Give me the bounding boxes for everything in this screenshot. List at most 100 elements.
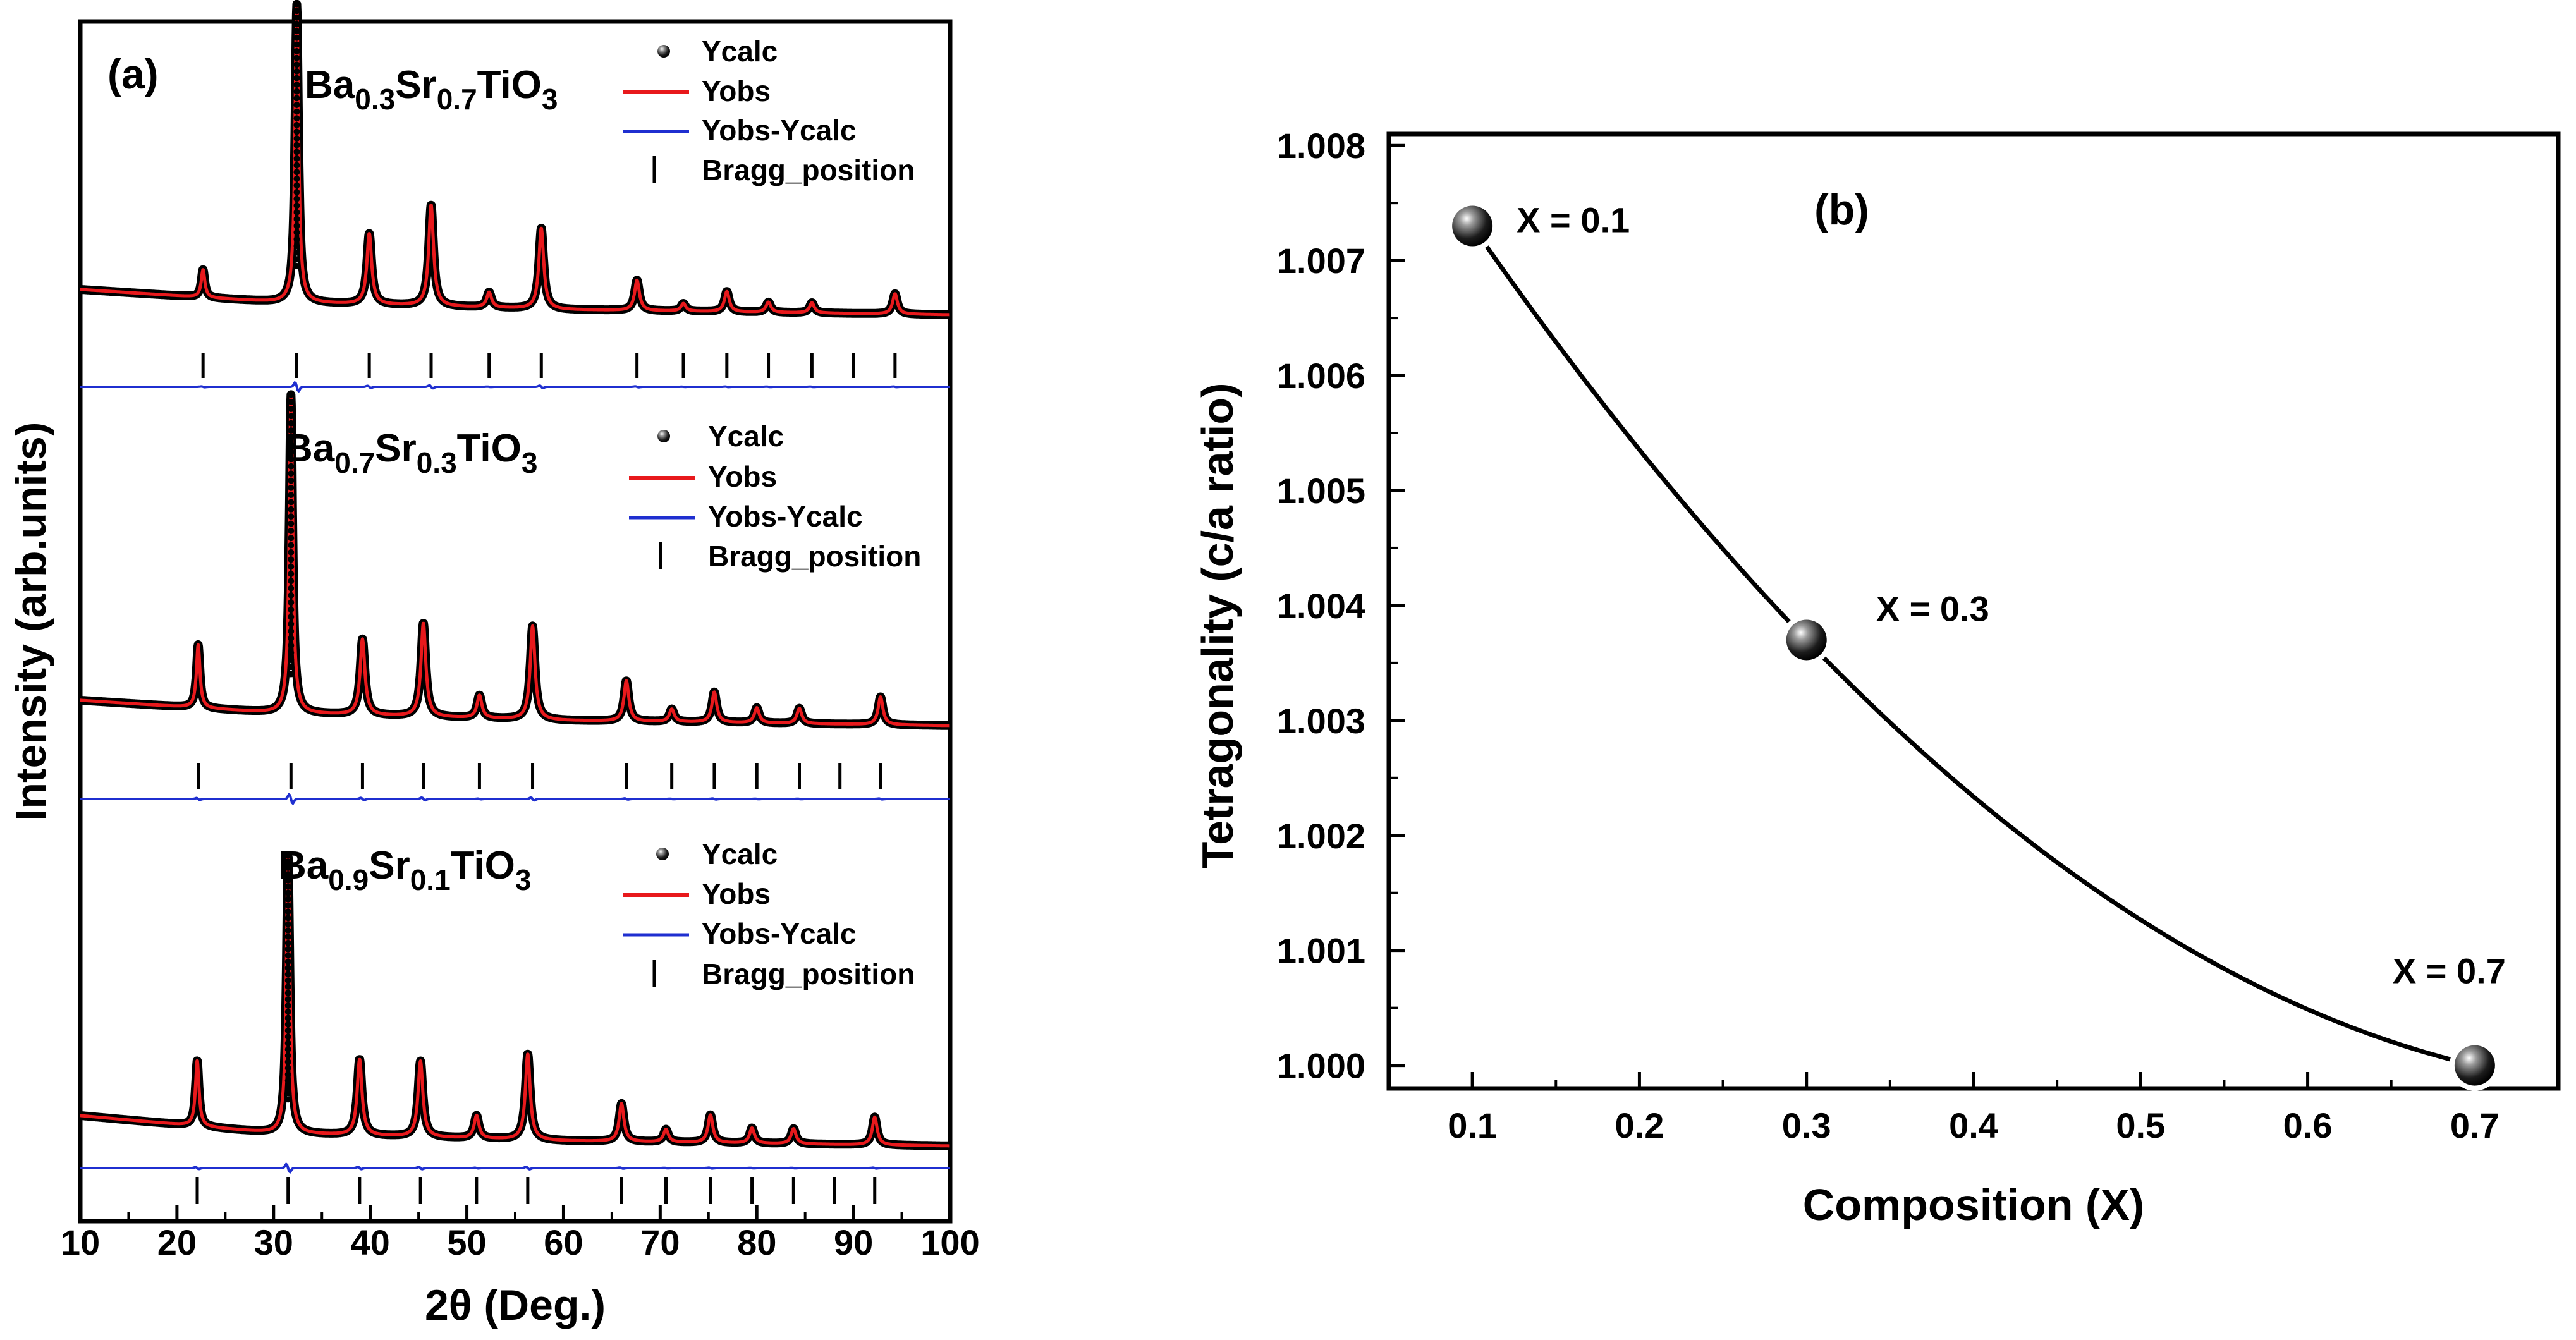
pattern-formula: Ba0.7Sr0.3TiO3 (284, 427, 537, 479)
ycalc-point (293, 75, 300, 82)
legend-diff-label: Yobs-Ycalc (702, 917, 857, 950)
ycalc-point (293, 249, 300, 256)
panel-b-y-tick-label: 1.007 (1277, 241, 1365, 281)
ycalc-point (293, 47, 300, 54)
xrd-pattern-x=0.7: Ba0.3Sr0.7TiO3 Ycalc Yobs Yobs-Ycalc Bragg_p… (76, 0, 954, 393)
formula-element: Sr (395, 63, 436, 107)
ycalc-point (288, 492, 295, 499)
ycalc-point (284, 858, 291, 865)
ycalc-point (293, 149, 300, 155)
panel-a-xrd-patterns: (a) 10 20 30 40 50 60 70 80 90 100 Ba0.3Sr0.7TiO3… (7, 0, 980, 1329)
ycalc-point (293, 115, 300, 122)
ycalc-point (288, 406, 295, 413)
formula-subscript: 0.7 (334, 446, 375, 479)
ycalc-point (288, 664, 295, 671)
ycalc-point (284, 908, 291, 915)
legend-yobs-label: Yobs (708, 460, 777, 493)
ycalc-point (284, 1077, 291, 1084)
ycalc-point (284, 915, 291, 922)
ycalc-point (284, 877, 291, 884)
panel-a-x-tick-label: 70 (640, 1222, 680, 1262)
ycalc-point (293, 108, 300, 115)
ycalc-point (284, 971, 291, 978)
ycalc-point (288, 656, 295, 663)
ycalc-point (293, 189, 300, 196)
formula-element: TiO (457, 427, 522, 470)
ycalc-point (284, 1021, 291, 1028)
ycalc-point (288, 463, 295, 470)
ycalc-point (284, 1008, 291, 1015)
ycalc-point (284, 1071, 291, 1078)
ycalc-point (288, 585, 295, 592)
panel-a-x-tick-label: 90 (834, 1222, 873, 1262)
panel-a-x-tick-label: 100 (920, 1222, 979, 1262)
ycalc-point (293, 1, 300, 8)
ycalc-point (284, 889, 291, 896)
legend-bragg-label: Bragg_position (702, 958, 915, 990)
legend-ycalc-label: Ycalc (708, 420, 784, 453)
ycalc-point (293, 155, 300, 162)
ycalc-point (293, 28, 300, 35)
panel-b-x-tick-label: 0.2 (1615, 1106, 1664, 1145)
ycalc-point (288, 570, 295, 577)
panel-b-x-tick-label: 0.5 (2116, 1106, 2165, 1145)
panel-b-y-tick-label: 1.003 (1277, 701, 1365, 741)
pattern-legend: Ycalc Yobs Yobs-Ycalc Bragg_position (623, 838, 915, 990)
ycalc-point (288, 441, 295, 448)
ycalc-point (288, 527, 295, 534)
ycalc-point (288, 420, 295, 427)
ycalc-point (288, 449, 295, 456)
pattern-formula: Ba0.9Sr0.1TiO3 (278, 844, 531, 896)
ycalc-point (284, 1064, 291, 1071)
ycalc-point (288, 649, 295, 656)
ycalc-point (284, 1052, 291, 1059)
ycalc-point (284, 990, 291, 997)
ycalc-point (288, 513, 295, 520)
ycalc-point (284, 927, 291, 934)
data-point-label: X = 0.3 (1876, 588, 1989, 628)
panel-b-x-tick-label: 0.4 (1949, 1106, 1998, 1145)
ycalc-point (288, 628, 295, 635)
formula-subscript: 0.9 (328, 863, 369, 896)
legend-bragg-label: Bragg_position (702, 154, 915, 186)
yobs-ycalc-curve (80, 792, 950, 806)
ycalc-point (293, 128, 300, 135)
ycalc-point (288, 434, 295, 441)
ycalc-point (288, 427, 295, 434)
ycalc-point (293, 216, 300, 222)
ycalc-point (288, 470, 295, 477)
ycalc-point (293, 142, 300, 149)
ycalc-point (293, 41, 300, 48)
panel-a-patterns: Ba0.3Sr0.7TiO3YcalcYobsYobs-YcalcBragg_p… (76, 0, 954, 1204)
panel-b-x-tick-label: 0.7 (2450, 1106, 2500, 1145)
ycalc-point (293, 8, 300, 15)
xrd-pattern-x=0.3: Ba0.7Sr0.3TiO3 Ycalc Yobs Yobs-Ycalc Bragg_p… (76, 390, 954, 806)
legend-yobs-label: Yobs (702, 877, 771, 910)
ycalc-point (293, 95, 300, 102)
ycalc-point (284, 1033, 291, 1040)
ycalc-point (284, 977, 291, 984)
ycalc-point (288, 592, 295, 599)
formula-element: Ba (284, 427, 335, 470)
ycalc-point (288, 635, 295, 642)
panel-a-x-tick-label: 40 (351, 1222, 390, 1262)
ycalc-point (288, 563, 295, 570)
ycalc-point (288, 398, 295, 405)
ycalc-point (288, 606, 295, 613)
ycalc-point (288, 621, 295, 628)
ycalc-point (284, 883, 291, 890)
ycalc-point (288, 499, 295, 506)
panel-b-tetragonality: (b) 0.1 0.2 0.3 0.4 0.5 0.6 0.7 1.000 1.001 1.002… (1193, 126, 2561, 1229)
panel-b-y-tick-label: 1.008 (1277, 126, 1365, 166)
ycalc-point (293, 202, 300, 209)
tetragonality-fit-curve (1470, 224, 2475, 1068)
ycalc-point (293, 82, 300, 88)
ycalc-point (284, 896, 291, 903)
ycalc-point (288, 535, 295, 542)
formula-element: Ba (305, 63, 355, 107)
yobs-curve (79, 393, 951, 728)
panel-a-label: (a) (107, 51, 159, 97)
ycalc-point (293, 242, 300, 249)
ycalc-point (284, 1027, 291, 1034)
